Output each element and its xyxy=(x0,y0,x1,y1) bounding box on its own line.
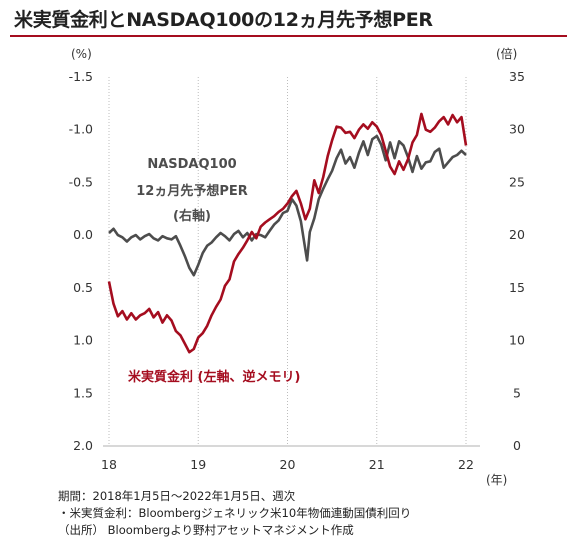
x-axis: 18 19 20 21 22 xyxy=(101,457,474,472)
series-line-nasdaq-per xyxy=(108,134,467,277)
footnote-source-series: ・米実質金利：Bloombergジェネリック米10年物価連動国債利回り xyxy=(58,506,412,520)
left-axis: -1.5 -1.0 -0.5 0.0 0.5 1.0 1.5 2.0 xyxy=(69,69,93,453)
x-tick-label: 20 xyxy=(280,457,296,472)
left-tick-label: -0.5 xyxy=(69,174,93,189)
series-label-nasdaq-line2: 12ヵ月先予想PER xyxy=(136,183,248,199)
right-tick-label: 15 xyxy=(509,280,525,295)
right-tick-label: 0 xyxy=(513,438,521,453)
left-tick-label: -1.0 xyxy=(69,122,93,137)
year-grid xyxy=(108,77,467,446)
footnote-period: 期間：2018年1月5日～2022年1月5日、週次 xyxy=(58,489,296,503)
left-tick-label: 2.0 xyxy=(73,438,93,453)
x-tick-label: 19 xyxy=(190,457,206,472)
right-tick-label: 10 xyxy=(509,333,525,348)
left-tick-label: 1.5 xyxy=(73,385,93,400)
left-axis-unit: (%) xyxy=(71,47,92,61)
right-tick-label: 5 xyxy=(513,385,521,400)
left-tick-label: 0.5 xyxy=(73,280,93,295)
right-axis: 0 5 10 15 20 25 30 35 xyxy=(509,69,525,453)
right-tick-label: 30 xyxy=(509,122,525,137)
x-axis-unit: (年) xyxy=(486,473,507,487)
series-label-nasdaq-line3: (右軸) xyxy=(173,208,211,224)
right-tick-label: 25 xyxy=(509,174,525,189)
left-tick-label: 0.0 xyxy=(73,227,93,242)
right-tick-label: 35 xyxy=(509,69,525,84)
series-label-nasdaq-line1: NASDAQ100 xyxy=(147,157,236,172)
series-line-real-rate xyxy=(107,112,468,354)
footnotes: 期間：2018年1月5日～2022年1月5日、週次 ・米実質金利：Bloombe… xyxy=(58,488,411,539)
x-tick-label: 18 xyxy=(101,457,117,472)
left-tick-label: -1.5 xyxy=(69,69,93,84)
series-label-real-rate: 米実質金利 (左軸、逆メモリ) xyxy=(128,369,300,385)
right-tick-label: 20 xyxy=(509,227,525,242)
x-tick-label: 21 xyxy=(369,457,385,472)
right-axis-unit: (倍) xyxy=(496,46,517,61)
x-tick-label: 22 xyxy=(458,457,474,472)
left-tick-label: 1.0 xyxy=(73,333,93,348)
footnote-credit: （出所） Bloombergより野村アセットマネジメント作成 xyxy=(58,523,354,537)
title-rule xyxy=(10,35,567,37)
chart-title: 米実質金利とNASDAQ100の12ヵ月先予想PER xyxy=(14,9,433,31)
